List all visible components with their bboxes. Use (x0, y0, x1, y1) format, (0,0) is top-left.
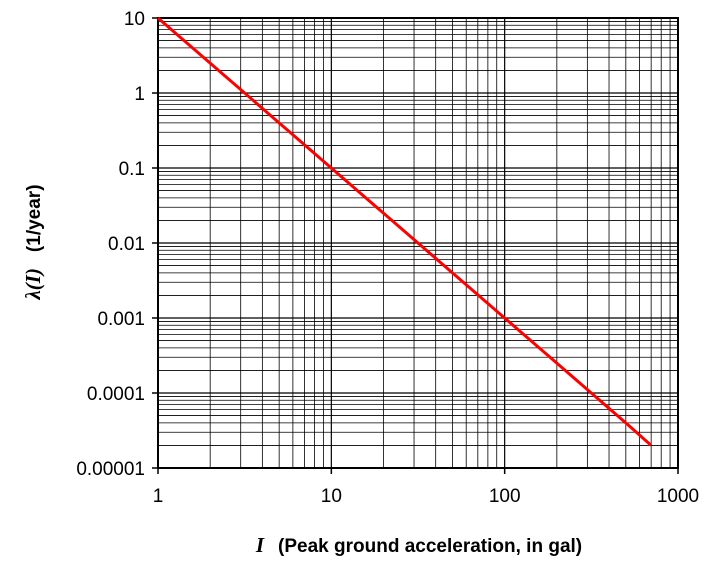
plot-grid (157, 18, 678, 469)
y-tick-label: 0.00001 (76, 459, 145, 480)
y-axis-label: (1/year) (24, 184, 45, 252)
hazard-curve-line (157, 16, 653, 447)
y-tick-label: 1 (134, 84, 145, 105)
y-tick-label: 0.1 (119, 159, 145, 180)
x-tick-label: 1000 (657, 486, 699, 507)
y-tick-label: 0.0001 (87, 384, 145, 405)
x-tick-label: 1 (153, 486, 164, 507)
y-tick-label: 0.001 (97, 309, 145, 330)
y-tick-label: 10 (124, 9, 145, 30)
x-axis-title: I (Peak ground acceleration, in gal) (255, 533, 582, 557)
x-axis-symbol: I (255, 533, 265, 557)
y-tick-labels: 10 1 0.1 0.01 0.001 0.0001 0.00001 (76, 9, 158, 480)
x-tick-labels: 1 10 100 1000 (153, 468, 699, 507)
x-axis-label: (Peak ground acceleration, in gal) (278, 536, 582, 557)
y-axis-title: λ(I) (1/year) (21, 184, 45, 300)
y-tick-label: 0.01 (108, 234, 145, 255)
x-tick-label: 10 (321, 486, 342, 507)
x-tick-label: 100 (489, 486, 521, 507)
series-layer (157, 16, 653, 447)
y-axis-symbol: λ(I) (21, 268, 45, 300)
